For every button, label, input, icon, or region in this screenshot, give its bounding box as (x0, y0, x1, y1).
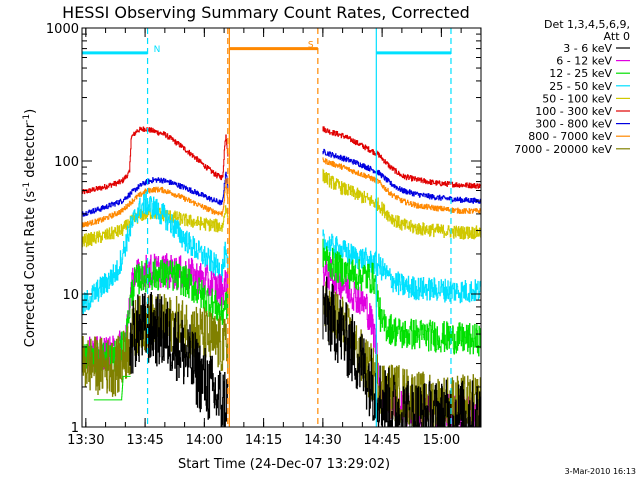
chart-title: HESSI Observing Summary Count Rates, Cor… (62, 3, 470, 22)
y-axis-label: Corrected Count Rate (s-1 detector-1) (22, 109, 38, 347)
x-axis-label: Start Time (24-Dec-07 13:29:02) (178, 457, 390, 472)
legend-entry-label: 50 - 100 keV (542, 92, 612, 105)
y-tick-label: 10 (62, 288, 79, 303)
series-line-8 (129, 276, 481, 427)
series-line-4 (82, 191, 481, 314)
x-tick-label: 14:45 (363, 433, 400, 448)
flag-label-s: S (308, 41, 314, 51)
flag-label-n: N (154, 45, 161, 55)
legend-header-line2: Att 0 (604, 30, 630, 43)
y-tick-label: 100 (54, 155, 79, 170)
x-tick-label: 13:45 (126, 433, 163, 448)
series-line-1 (82, 148, 481, 217)
legend-entry-label: 3 - 6 keV (563, 42, 612, 55)
plot-frame (81, 27, 482, 428)
legend-entry-label: 6 - 12 keV (556, 55, 612, 68)
legend-entry-label: 800 - 7000 keV (528, 130, 612, 143)
y-tick-label: 1 (71, 421, 79, 436)
y-tick-label: 1000 (46, 22, 79, 37)
legend-entry-label: 25 - 50 keV (549, 80, 612, 93)
x-tick-label: 14:00 (186, 433, 223, 448)
legend-entry-label: 100 - 300 keV (535, 105, 612, 118)
x-tick-label: 13:30 (67, 433, 104, 448)
legend-entry-label: 300 - 800 keV (535, 118, 612, 131)
series-line-9 (93, 375, 131, 401)
legend-entry-label: 7000 - 20000 keV (514, 143, 612, 156)
footer-date: 3-Mar-2010 16:13 (565, 467, 636, 476)
plot-area (82, 126, 481, 427)
series-line-3 (82, 168, 481, 248)
series-line-0 (82, 126, 481, 195)
axes: 13:30 13:45 14:00 14:15 14:30 14:45 15:00 1 10 10… (46, 22, 482, 448)
series-line-2 (82, 157, 481, 228)
legend-header-line1: Det 1,3,4,5,6,9, (544, 18, 630, 31)
legend-entry-label: 12 - 25 keV (549, 67, 612, 80)
x-tick-label: 14:15 (245, 433, 282, 448)
x-tick-label: 15:00 (423, 433, 460, 448)
x-tick-label: 14:30 (304, 433, 341, 448)
